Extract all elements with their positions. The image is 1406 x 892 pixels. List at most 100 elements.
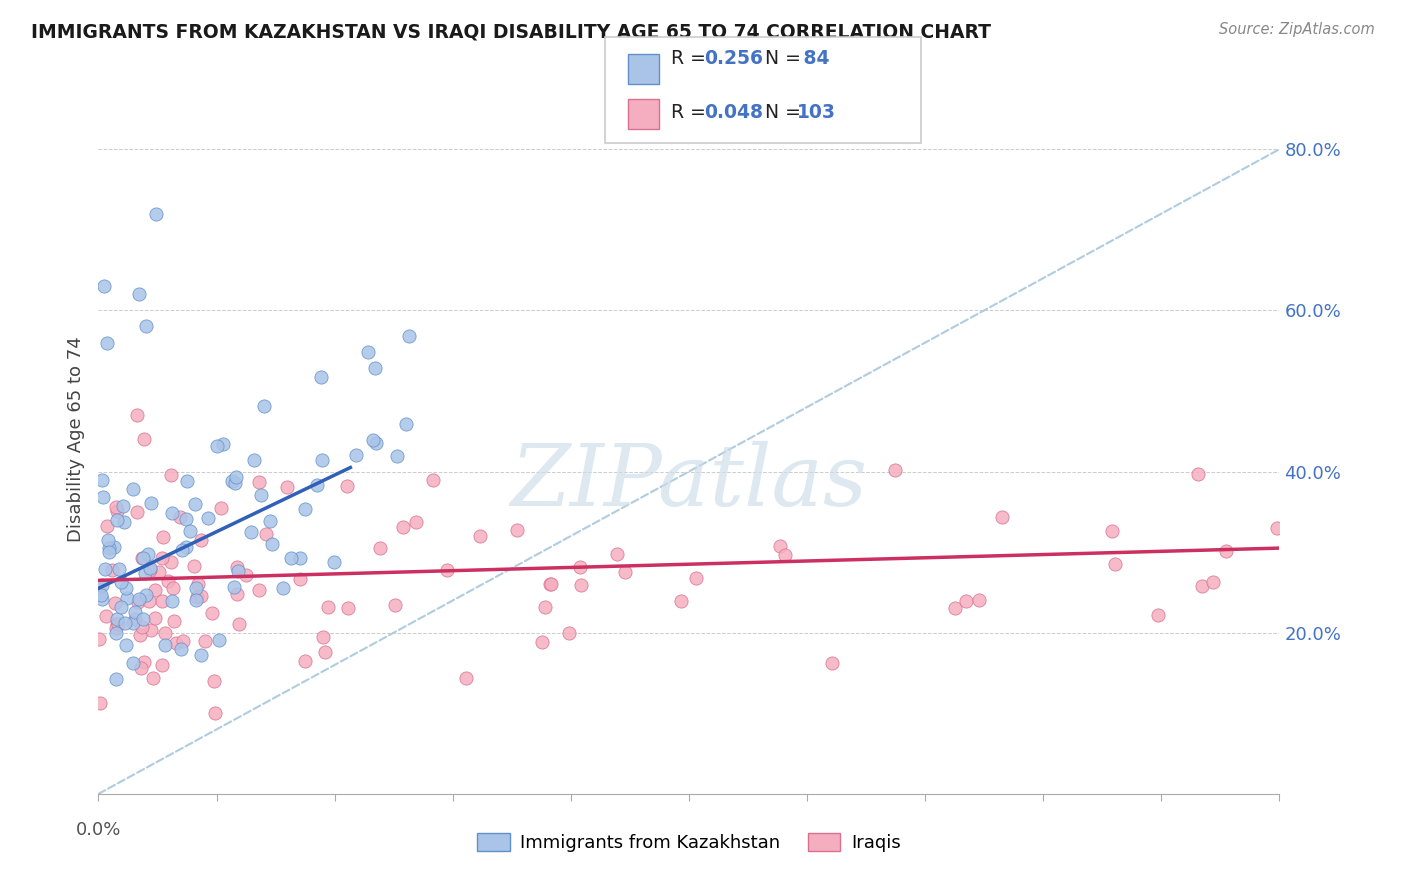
Point <box>152 530 174 544</box>
Point <box>98 544 121 558</box>
Point <box>212 436 235 450</box>
Point <box>90 588 112 602</box>
Point <box>534 600 557 615</box>
Point <box>558 625 581 640</box>
Point <box>143 611 166 625</box>
Point <box>384 598 406 612</box>
Point <box>134 566 156 581</box>
Point <box>314 645 336 659</box>
Point <box>165 636 187 650</box>
Point <box>150 550 173 565</box>
Point <box>422 473 444 487</box>
Point <box>105 625 128 640</box>
Point <box>197 511 219 525</box>
Point <box>135 319 157 334</box>
Point <box>110 600 132 615</box>
Point <box>162 581 184 595</box>
Point <box>505 523 527 537</box>
Point <box>155 626 177 640</box>
Point <box>190 533 212 547</box>
Point <box>186 590 208 604</box>
Point <box>115 591 138 606</box>
Point <box>259 514 281 528</box>
Point <box>132 655 155 669</box>
Point <box>129 661 152 675</box>
Point <box>226 586 249 600</box>
Point <box>346 449 368 463</box>
Point <box>174 512 197 526</box>
Point <box>91 490 114 504</box>
Point <box>364 436 387 450</box>
Point <box>323 555 346 569</box>
Point <box>395 417 418 431</box>
Point <box>201 606 224 620</box>
Point <box>398 328 420 343</box>
Point <box>254 527 277 541</box>
Point <box>132 551 155 566</box>
Point <box>207 438 229 452</box>
Point <box>243 452 266 467</box>
Point <box>336 479 359 493</box>
Point <box>128 595 150 609</box>
Point <box>131 551 153 566</box>
Point <box>454 671 477 685</box>
Point <box>93 279 115 293</box>
Point <box>290 551 312 566</box>
Point <box>309 370 332 384</box>
Point <box>307 478 329 492</box>
Text: R =: R = <box>671 49 711 68</box>
Point <box>87 582 110 596</box>
Point <box>385 450 408 464</box>
Point <box>316 599 339 614</box>
Point <box>239 524 262 539</box>
Point <box>288 572 311 586</box>
Point <box>94 608 117 623</box>
Point <box>121 656 143 670</box>
Point <box>530 634 553 648</box>
Point <box>179 524 201 538</box>
Point <box>172 633 194 648</box>
Point <box>967 593 990 607</box>
Point <box>94 562 117 576</box>
Point <box>159 468 181 483</box>
Point <box>139 496 162 510</box>
Point <box>768 539 790 553</box>
Point <box>160 507 183 521</box>
Point <box>97 533 120 547</box>
Point <box>98 541 121 555</box>
Point <box>183 559 205 574</box>
Point <box>176 474 198 488</box>
Point <box>105 504 128 518</box>
Point <box>228 617 250 632</box>
Point <box>110 575 132 590</box>
Point <box>294 502 316 516</box>
Point <box>159 555 181 569</box>
Point <box>943 601 966 615</box>
Point <box>540 577 562 591</box>
Point <box>294 654 316 668</box>
Point <box>96 335 118 350</box>
Point <box>134 433 156 447</box>
Point <box>124 605 146 619</box>
Point <box>174 541 197 555</box>
Point <box>145 207 167 221</box>
Point <box>221 475 243 489</box>
Point <box>155 638 177 652</box>
Text: 84: 84 <box>797 49 830 68</box>
Point <box>150 593 173 607</box>
Point <box>1202 574 1225 589</box>
Point <box>139 624 162 638</box>
Point <box>105 500 128 514</box>
Text: IMMIGRANTS FROM KAZAKHSTAN VS IRAQI DISABILITY AGE 65 TO 74 CORRELATION CHART: IMMIGRANTS FROM KAZAKHSTAN VS IRAQI DISA… <box>31 22 991 41</box>
Point <box>614 566 637 580</box>
Point <box>253 399 276 413</box>
Point <box>247 475 270 489</box>
Legend: Immigrants from Kazakhstan, Iraqis: Immigrants from Kazakhstan, Iraqis <box>470 825 908 859</box>
Point <box>107 617 129 632</box>
Point <box>250 487 273 501</box>
Point <box>235 568 257 582</box>
Point <box>194 633 217 648</box>
Point <box>228 564 250 578</box>
Point <box>170 543 193 558</box>
Point <box>186 581 208 595</box>
